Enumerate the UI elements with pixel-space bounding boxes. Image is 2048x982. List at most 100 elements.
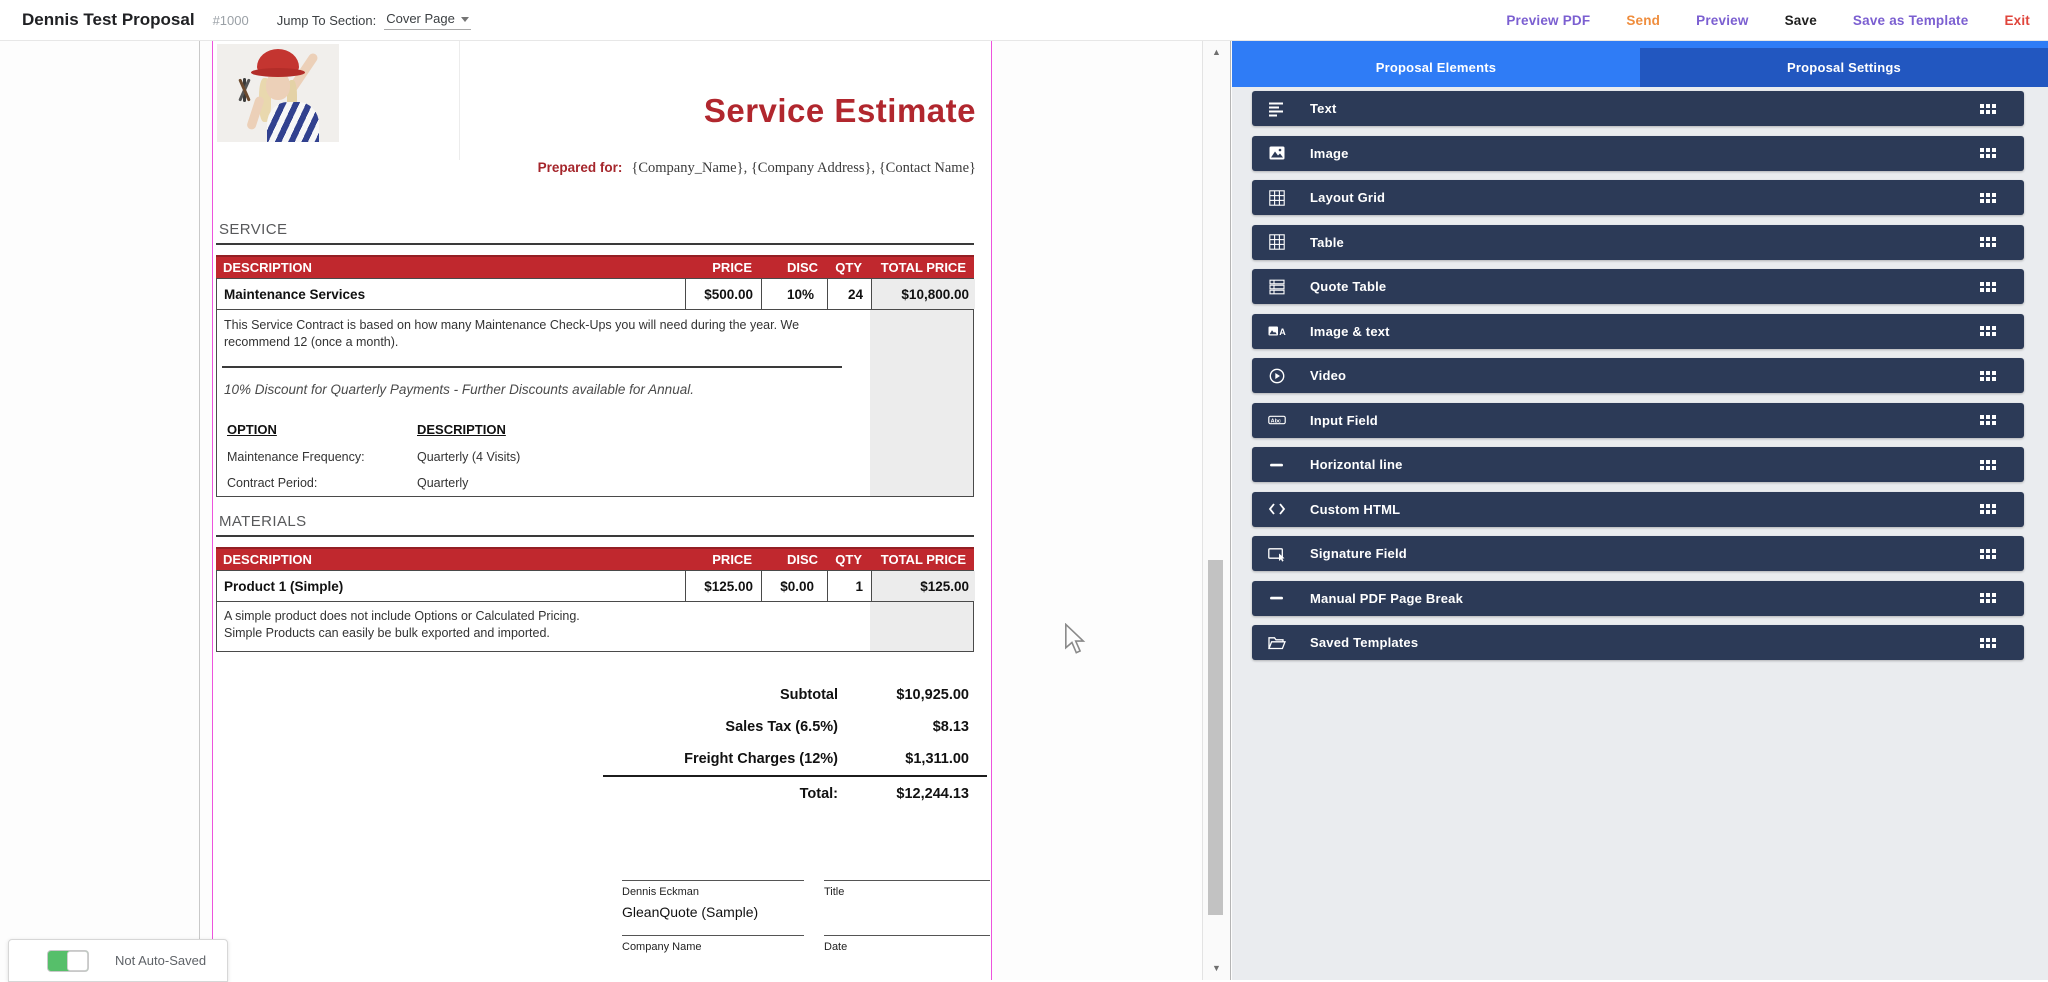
drag-handle-icon[interactable] bbox=[1980, 148, 1996, 158]
materials-note-line2: Simple Products can easily be bulk expor… bbox=[224, 626, 550, 640]
tab-proposal-settings[interactable]: Proposal Settings bbox=[1640, 48, 2048, 87]
company-line bbox=[622, 935, 804, 936]
scrollbar-thumb[interactable] bbox=[1208, 560, 1223, 915]
drag-handle-icon[interactable] bbox=[1980, 237, 1996, 247]
sidebar-item-label: Image & text bbox=[1310, 323, 1390, 339]
document-page[interactable]: Service Estimate Prepared for: {Company_… bbox=[212, 40, 992, 980]
drag-handle-icon[interactable] bbox=[1980, 459, 1996, 470]
option-row-label: Maintenance Frequency: bbox=[227, 450, 365, 464]
cell-total: $10,800.00 bbox=[871, 279, 975, 309]
col-disc: DISC bbox=[786, 260, 818, 275]
title-label: Title bbox=[824, 886, 845, 898]
sidebar-item-label: Table bbox=[1310, 234, 1344, 250]
drag-handle-icon[interactable] bbox=[1980, 281, 1996, 292]
materials-description-cell[interactable]: A simple product does not include Option… bbox=[216, 602, 871, 652]
totals-rule bbox=[603, 775, 987, 777]
materials-total-column bbox=[870, 602, 974, 652]
sidebar-item-label: Video bbox=[1310, 368, 1347, 383]
sidebar-item-custom-html[interactable]: Custom HTML bbox=[1252, 491, 2024, 527]
materials-note-line1: A simple product does not include Option… bbox=[224, 609, 580, 623]
prepared-for-line[interactable]: Prepared for: {Company_Name}, {Company A… bbox=[538, 160, 976, 177]
col-total-price: TOTAL PRICE bbox=[880, 552, 966, 567]
top-bar: Dennis Test Proposal #1000 Jump To Secti… bbox=[0, 0, 2048, 41]
autosave-toggle[interactable] bbox=[47, 949, 89, 972]
sidebar-tabs: Proposal Elements Proposal Settings bbox=[1232, 48, 2048, 87]
total-label: Total: bbox=[799, 786, 838, 802]
cell-qty: 1 bbox=[827, 571, 871, 601]
sidebar-item-video[interactable]: Video bbox=[1252, 358, 2024, 393]
sidebar-item-horizontal-line[interactable]: Horizontal line bbox=[1252, 447, 2024, 482]
drag-handle-icon[interactable] bbox=[1980, 415, 1996, 425]
tab-proposal-elements[interactable]: Proposal Elements bbox=[1232, 48, 1640, 87]
sidebar-item-table[interactable]: Table bbox=[1252, 224, 2024, 260]
option-col-header: OPTION bbox=[227, 422, 277, 437]
sidebar-item-label: Horizontal line bbox=[1310, 457, 1403, 472]
jump-to-section-value: Cover Page bbox=[386, 10, 455, 26]
header-photo[interactable] bbox=[217, 44, 339, 142]
header-column-divider bbox=[459, 40, 460, 160]
service-table-header[interactable]: DESCRIPTION PRICE DISC QTY TOTAL PRICE bbox=[216, 255, 974, 278]
service-total-column bbox=[870, 310, 974, 497]
left-guide-line bbox=[199, 40, 200, 980]
sidebar-item-manual-pdf-page-break[interactable]: Manual PDF Page Break bbox=[1252, 580, 2024, 616]
scroll-up-icon[interactable]: ▲ bbox=[1212, 47, 1221, 57]
col-description: DESCRIPTION bbox=[223, 552, 312, 567]
sales-tax-row: Sales Tax (6.5%) $8.13 bbox=[553, 719, 969, 735]
sidebar-item-input-field[interactable]: Abc Input Field bbox=[1252, 402, 2024, 438]
materials-table-header[interactable]: DESCRIPTION PRICE DISC QTY TOTAL PRICE bbox=[216, 547, 974, 570]
service-table-row[interactable]: Maintenance Services $500.00 10% 24 $10,… bbox=[216, 278, 975, 310]
cell-disc: 10% bbox=[761, 279, 827, 309]
table-icon bbox=[1268, 234, 1286, 250]
materials-table-row[interactable]: Product 1 (Simple) $125.00 $0.00 1 $125.… bbox=[216, 570, 975, 602]
sidebar-item-label: Layout Grid bbox=[1310, 190, 1386, 205]
cell-disc: $0.00 bbox=[761, 571, 827, 601]
signature-field-icon bbox=[1268, 546, 1286, 562]
subtotal-value: $10,925.00 bbox=[896, 687, 969, 703]
preview-pdf-button[interactable]: Preview PDF bbox=[1506, 12, 1591, 28]
save-as-template-button[interactable]: Save as Template bbox=[1852, 12, 1969, 28]
col-price: PRICE bbox=[712, 552, 752, 567]
scroll-down-icon[interactable]: ▼ bbox=[1212, 963, 1221, 973]
drag-handle-icon[interactable] bbox=[1980, 548, 1996, 559]
layout-grid-icon bbox=[1268, 189, 1286, 206]
drag-handle-icon[interactable] bbox=[1980, 103, 1996, 114]
preview-button[interactable]: Preview bbox=[1696, 12, 1749, 28]
input-field-icon: Abc bbox=[1268, 412, 1286, 428]
drag-handle-icon[interactable] bbox=[1980, 192, 1996, 203]
subtotal-row: Subtotal $10,925.00 bbox=[553, 687, 969, 703]
date-line bbox=[824, 935, 990, 936]
service-description-cell[interactable]: This Service Contract is based on how ma… bbox=[216, 310, 871, 497]
document-scrollbar[interactable]: ▲ ▼ bbox=[1202, 40, 1230, 980]
drag-handle-icon[interactable] bbox=[1980, 593, 1996, 603]
option-row-value: Quarterly bbox=[417, 476, 469, 490]
sidebar-item-image[interactable]: Image bbox=[1252, 135, 2024, 171]
freight-value: $1,311.00 bbox=[905, 751, 969, 767]
col-total-price: TOTAL PRICE bbox=[880, 260, 966, 275]
sidebar-item-layout-grid[interactable]: Layout Grid bbox=[1252, 180, 2024, 215]
col-price: PRICE bbox=[712, 260, 752, 275]
total-row: Total: $12,244.13 bbox=[553, 786, 969, 802]
sidebar-item-saved-templates[interactable]: Saved Templates bbox=[1252, 625, 2024, 660]
drag-handle-icon[interactable] bbox=[1980, 370, 1996, 381]
send-button[interactable]: Send bbox=[1626, 12, 1661, 28]
exit-button[interactable]: Exit bbox=[2004, 12, 2030, 28]
freight-row: Freight Charges (12%) $1,311.00 bbox=[553, 751, 969, 767]
sidebar-item-quote-table[interactable]: Quote Table bbox=[1252, 269, 2024, 304]
company-value: GleanQuote (Sample) bbox=[622, 904, 759, 920]
autosave-label: Not Auto-Saved bbox=[115, 953, 207, 968]
sidebar-item-text[interactable]: Text bbox=[1252, 91, 2024, 126]
drag-handle-icon[interactable] bbox=[1980, 326, 1996, 336]
header-actions: Preview PDF Send Preview Save Save as Te… bbox=[1506, 0, 2030, 40]
sidebar-item-signature-field[interactable]: Signature Field bbox=[1252, 536, 2024, 571]
cell-description: Product 1 (Simple) bbox=[224, 578, 344, 594]
save-button[interactable]: Save bbox=[1784, 12, 1817, 28]
document-title[interactable]: Service Estimate bbox=[703, 92, 976, 129]
drag-handle-icon[interactable] bbox=[1980, 504, 1996, 514]
service-discount-note: 10% Discount for Quarterly Payments - Fu… bbox=[224, 382, 694, 397]
jump-to-section-label: Jump To Section: bbox=[276, 12, 377, 28]
sidebar-item-image-text[interactable]: A Image & text bbox=[1252, 313, 2024, 349]
drag-handle-icon[interactable] bbox=[1980, 637, 1996, 648]
cell-price: $500.00 bbox=[685, 279, 761, 309]
chevron-down-icon bbox=[460, 16, 469, 22]
jump-to-section-select[interactable]: Cover Page bbox=[384, 11, 471, 30]
